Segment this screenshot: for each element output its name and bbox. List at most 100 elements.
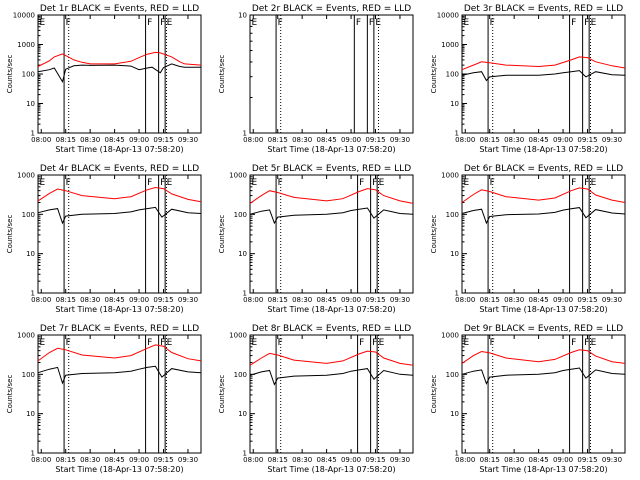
x-axis-label: Start Time (18-Apr-13 07:58:20) (479, 465, 607, 474)
event-marker-label: F (160, 18, 165, 28)
series-line-lld (461, 349, 626, 364)
y-tick-label: 10 (238, 250, 247, 258)
series-line-lld (37, 51, 202, 67)
x-tick-label: 09:00 (129, 136, 149, 144)
y-tick-label: 100 (234, 371, 247, 379)
event-marker-label: F (584, 18, 589, 28)
event-marker-label: E (40, 338, 46, 348)
event-marker-label: E (379, 178, 385, 188)
chart-title: Det 1r BLACK = Events, RED = LLD (40, 4, 199, 14)
x-tick-label: 09:30 (390, 136, 410, 144)
y-tick-label: 1000 (441, 332, 459, 340)
event-marker-label: F (356, 18, 361, 28)
series-line-events (249, 368, 414, 386)
x-tick-label: 08:45 (105, 456, 125, 464)
y-axis-label: Counts/sec (430, 375, 438, 414)
x-tick-label: 09:30 (390, 456, 410, 464)
event-marker-label: F (147, 18, 152, 28)
series-line-events (37, 365, 202, 385)
x-tick-label: 09:15 (365, 456, 385, 464)
x-tick-label: 08:00 (455, 456, 475, 464)
series-line-lld (461, 56, 626, 71)
x-tick-label: 09:15 (577, 136, 597, 144)
x-axis-label: Start Time (18-Apr-13 07:58:20) (55, 305, 183, 314)
event-marker-label: F (372, 178, 377, 188)
x-tick-label: 08:30 (292, 136, 312, 144)
x-tick-label: 08:30 (504, 456, 524, 464)
y-tick-label: 10 (26, 100, 35, 108)
y-tick-label: 1 (455, 130, 459, 138)
x-tick-label: 09:30 (602, 136, 622, 144)
event-marker-label: E (40, 178, 46, 188)
x-tick-label: 08:30 (292, 296, 312, 304)
y-tick-label: 10000 (13, 12, 35, 20)
x-tick-label: 09:30 (390, 296, 410, 304)
chart-panel-7: Det 7r BLACK = Events, RED = LLD 1 10 100 10… (6, 324, 202, 474)
series-line-events (461, 367, 626, 385)
event-marker-label: F (372, 338, 377, 348)
event-marker-label: E (379, 338, 385, 348)
event-marker-label: E (591, 178, 597, 188)
event-marker-label: F (278, 338, 283, 348)
x-tick-label: 08:00 (31, 296, 51, 304)
x-tick-label: 08:15 (480, 456, 500, 464)
event-marker-label: E (591, 338, 597, 348)
series-line-events (461, 207, 626, 225)
chart-panel-9: Det 9r BLACK = Events, RED = LLD 1 10 100 10… (430, 324, 626, 474)
y-axis-label: Counts/sec (430, 215, 438, 254)
y-tick-label: 1 (243, 130, 247, 138)
event-marker-label: E (167, 18, 173, 28)
x-axis-label: Start Time (18-Apr-13 07:58:20) (479, 145, 607, 154)
y-tick-label: 1 (243, 450, 247, 458)
x-tick-label: 08:30 (292, 456, 312, 464)
y-tick-label: 1000 (229, 332, 247, 340)
y-tick-label: 10 (450, 250, 459, 258)
event-marker-label: F (66, 18, 71, 28)
event-marker-label: E (252, 338, 258, 348)
plot-frame (249, 14, 414, 134)
plot-frame (37, 334, 202, 454)
y-tick-label: 10 (26, 410, 35, 418)
x-tick-label: 08:15 (268, 136, 288, 144)
chart-panel-5: Det 5r BLACK = Events, RED = LLD 1 10 100 10… (218, 164, 414, 314)
x-tick-label: 08:30 (504, 136, 524, 144)
y-axis-label: Counts/sec (218, 55, 226, 94)
x-tick-label: 09:15 (577, 296, 597, 304)
event-marker-label: F (584, 338, 589, 348)
x-tick-label: 09:30 (178, 456, 198, 464)
y-tick-label: 10 (238, 410, 247, 418)
y-tick-label: 1 (31, 130, 35, 138)
x-tick-label: 08:45 (105, 136, 125, 144)
plot-frame (461, 174, 626, 294)
y-tick-label: 1 (455, 450, 459, 458)
event-marker-label: F (490, 18, 495, 28)
y-tick-label: 10 (450, 100, 459, 108)
series-line-events (461, 70, 626, 82)
x-tick-label: 09:00 (129, 456, 149, 464)
event-marker-label: F (359, 338, 364, 348)
y-tick-label: 100 (446, 71, 459, 79)
x-tick-label: 08:30 (80, 456, 100, 464)
x-tick-label: 09:00 (129, 296, 149, 304)
y-tick-label: 1000 (17, 332, 35, 340)
y-tick-label: 10 (450, 410, 459, 418)
x-axis-label: Start Time (18-Apr-13 07:58:20) (267, 465, 395, 474)
event-marker-label: F (359, 178, 364, 188)
series-line-lld (249, 350, 414, 366)
y-tick-label: 100 (22, 211, 35, 219)
chart-title: Det 4r BLACK = Events, RED = LLD (40, 164, 199, 174)
x-tick-label: 08:30 (80, 136, 100, 144)
y-tick-label: 1 (31, 290, 35, 298)
plot-frame (461, 14, 626, 134)
series-line-events (37, 63, 201, 83)
y-tick-label: 100 (22, 71, 35, 79)
chart-title: Det 9r BLACK = Events, RED = LLD (464, 324, 623, 334)
x-tick-label: 08:45 (529, 136, 549, 144)
x-tick-label: 09:30 (602, 296, 622, 304)
x-tick-label: 08:15 (480, 296, 500, 304)
x-tick-label: 08:00 (455, 136, 475, 144)
x-tick-label: 09:15 (365, 296, 385, 304)
chart-title: Det 2r BLACK = Events, RED = LLD (252, 4, 411, 14)
x-tick-label: 09:15 (153, 296, 173, 304)
